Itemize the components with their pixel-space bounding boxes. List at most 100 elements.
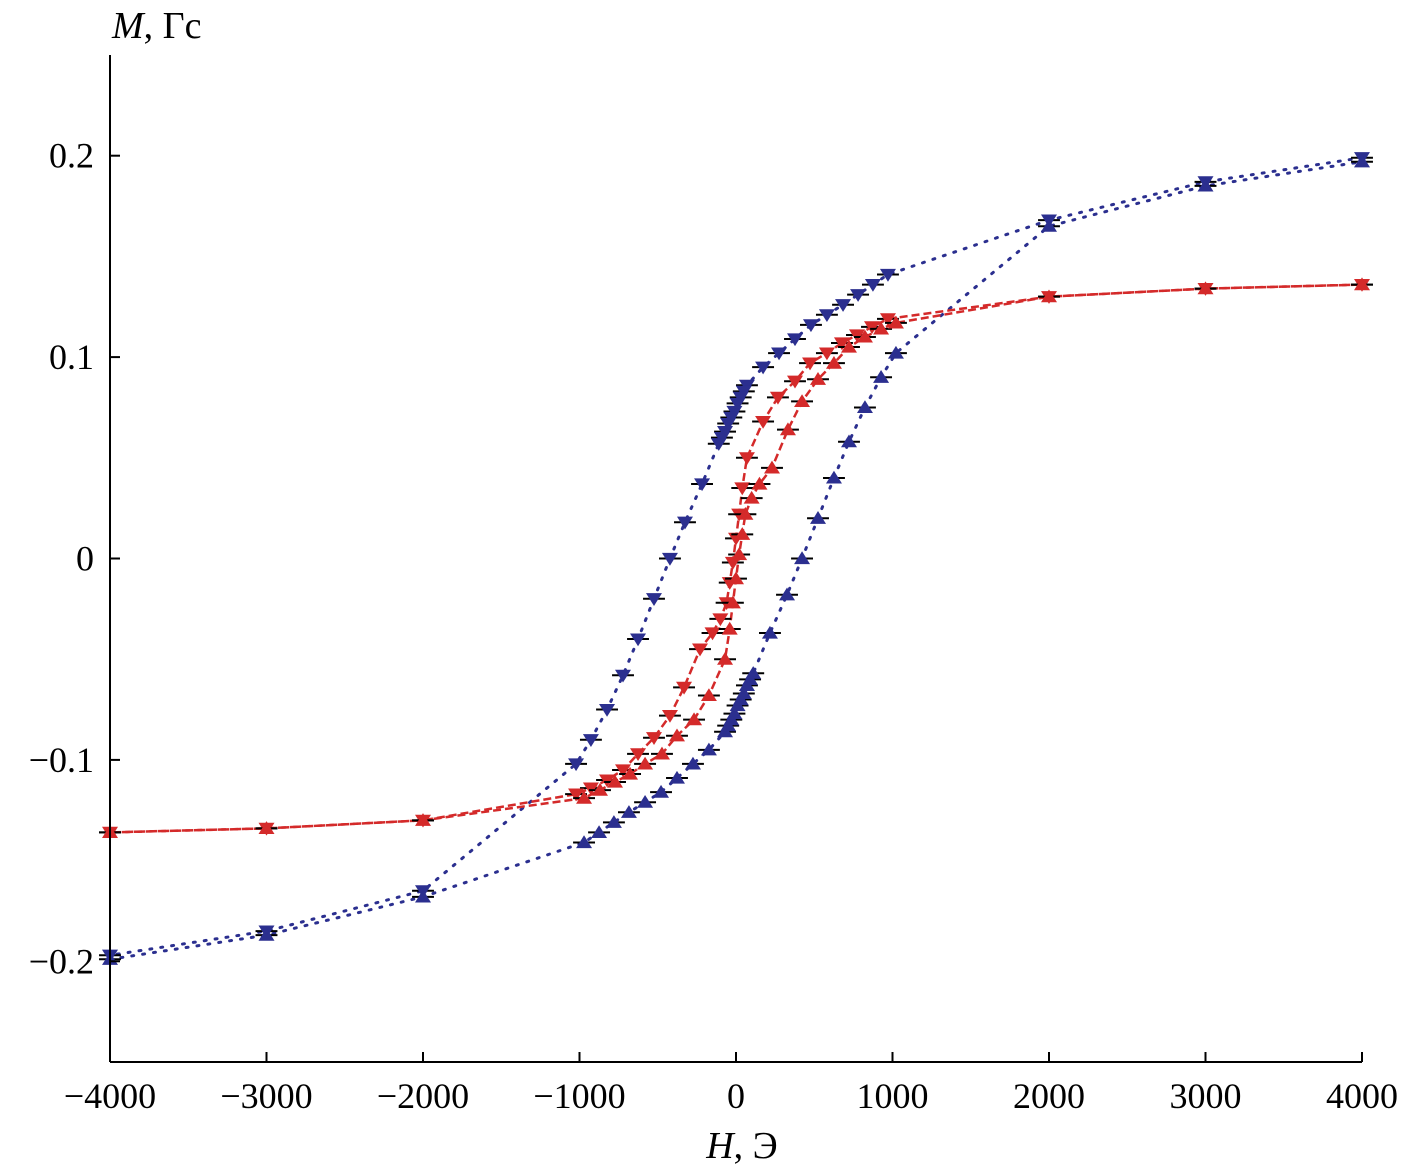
x-axis-label: H, Э	[705, 1125, 778, 1167]
data-point-triangle-down	[729, 397, 746, 411]
data-point-triangle-up	[737, 506, 754, 520]
data-point-triangle-up	[856, 400, 873, 414]
data-point-triangle-up	[607, 774, 624, 788]
data-point-triangle-down	[692, 643, 709, 657]
data-point-triangle-down	[582, 782, 599, 796]
data-point-triangle-down	[694, 478, 711, 492]
data-point-triangle-up	[415, 813, 431, 826]
data-point-triangle-down	[704, 627, 721, 641]
data-point-triangle-up	[653, 784, 670, 798]
x-axis-unit: , Э	[734, 1125, 778, 1167]
series-line-0	[108, 156, 1364, 957]
data-point-triangle-down	[738, 452, 755, 465]
data-point-triangle-up	[761, 625, 778, 639]
data-point-triangle-up	[668, 770, 685, 784]
data-point-triangle-down	[818, 309, 835, 323]
data-point-triangle-up	[258, 821, 275, 834]
data-point-triangle-down	[599, 774, 616, 788]
data-point-triangle-up	[637, 794, 654, 808]
data-point-triangle-up	[856, 329, 873, 343]
data-point-triangle-up	[724, 595, 741, 609]
data-point-triangle-down	[630, 633, 647, 647]
data-point-triangle-up	[605, 815, 622, 828]
data-point-triangle-down	[879, 268, 896, 282]
data-point-triangle-down	[769, 391, 786, 405]
y-tick-label: 0.1	[49, 337, 94, 377]
data-point-triangle-up	[779, 422, 796, 436]
data-point-triangle-up	[1354, 154, 1370, 168]
data-point-triangle-up	[735, 686, 752, 700]
x-tick-label: 2000	[1013, 1076, 1085, 1116]
data-point-triangle-up	[840, 339, 857, 353]
y-axis-label: M, Гс	[111, 5, 202, 47]
data-point-triangle-up	[721, 621, 738, 635]
data-point-triangle-up	[700, 688, 717, 702]
data-point-triangle-up	[1041, 289, 1057, 303]
data-point-triangle-up	[1197, 281, 1214, 295]
data-point-triangle-up	[873, 370, 890, 383]
data-point-triangle-up	[637, 756, 654, 770]
data-point-triangle-up	[825, 470, 842, 484]
series-line-1	[108, 160, 1364, 961]
data-point-triangle-up	[794, 394, 811, 408]
data-point-triangle-down	[615, 669, 632, 683]
data-point-triangle-up	[592, 782, 609, 796]
x-tick-label: −1000	[533, 1076, 625, 1116]
data-point-triangle-up	[734, 527, 751, 540]
data-point-triangle-up	[751, 476, 768, 490]
data-point-triangle-down	[568, 758, 585, 772]
data-point-triangle-down	[835, 299, 852, 312]
data-point-triangle-up	[840, 434, 857, 448]
data-point-triangle-up	[576, 790, 593, 804]
data-point-triangle-up	[620, 805, 637, 818]
data-point-triangle-down	[787, 375, 804, 389]
data-point-triangle-up	[717, 652, 734, 665]
data-point-triangle-down	[850, 289, 867, 302]
data-point-triangle-up	[668, 728, 685, 742]
data-point-triangle-down	[676, 516, 693, 530]
x-tick-label: −2000	[377, 1076, 469, 1116]
data-point-triangle-up	[258, 927, 275, 941]
y-tick-label: −0.1	[29, 740, 94, 780]
data-point-triangle-down	[802, 319, 819, 333]
data-point-triangle-down	[864, 278, 881, 292]
data-point-triangle-up	[873, 321, 890, 335]
data-point-triangle-down	[863, 321, 880, 335]
data-point-triangle-up	[415, 889, 431, 903]
x-tick-label: 1000	[857, 1076, 929, 1116]
data-point-triangle-up	[591, 825, 608, 839]
data-point-triangle-up	[794, 551, 811, 565]
data-point-triangle-down	[720, 417, 737, 431]
data-point-triangle-up	[810, 511, 827, 524]
data-point-triangle-up	[684, 756, 701, 770]
data-point-triangle-up	[731, 547, 748, 561]
data-point-triangle-down	[661, 552, 678, 566]
data-point-triangle-up	[1354, 277, 1370, 291]
data-point-triangle-down	[879, 313, 896, 327]
data-point-triangle-up	[779, 587, 796, 601]
plot-area	[99, 152, 1373, 965]
x-tick-label: 4000	[1326, 1076, 1398, 1116]
data-point-triangle-down	[802, 357, 819, 371]
data-point-triangle-up	[700, 742, 717, 756]
data-point-triangle-up	[576, 835, 593, 849]
data-point-triangle-up	[686, 712, 703, 726]
data-point-triangle-up	[1197, 178, 1214, 192]
data-point-triangle-down	[724, 556, 741, 570]
data-point-triangle-up	[763, 460, 780, 474]
y-tick-label: −0.2	[29, 941, 94, 981]
data-point-triangle-up	[810, 372, 827, 385]
y-axis-variable: M	[111, 5, 146, 47]
axis-ticks: −4000 −3000 −2000 −1000 0 1000 2000 3000 4000 −0.…	[29, 136, 1398, 1116]
data-point-triangle-down	[712, 613, 729, 627]
data-point-triangle-down	[582, 734, 599, 747]
y-axis-unit: , Гс	[144, 5, 202, 47]
data-point-triangle-down	[787, 333, 804, 347]
data-point-triangle-up	[726, 706, 743, 720]
data-point-triangle-up	[728, 571, 744, 585]
data-point-triangle-down	[755, 361, 772, 375]
y-tick-label: 0	[76, 539, 94, 579]
data-point-triangle-down	[833, 337, 850, 351]
data-point-triangle-down	[645, 732, 662, 745]
